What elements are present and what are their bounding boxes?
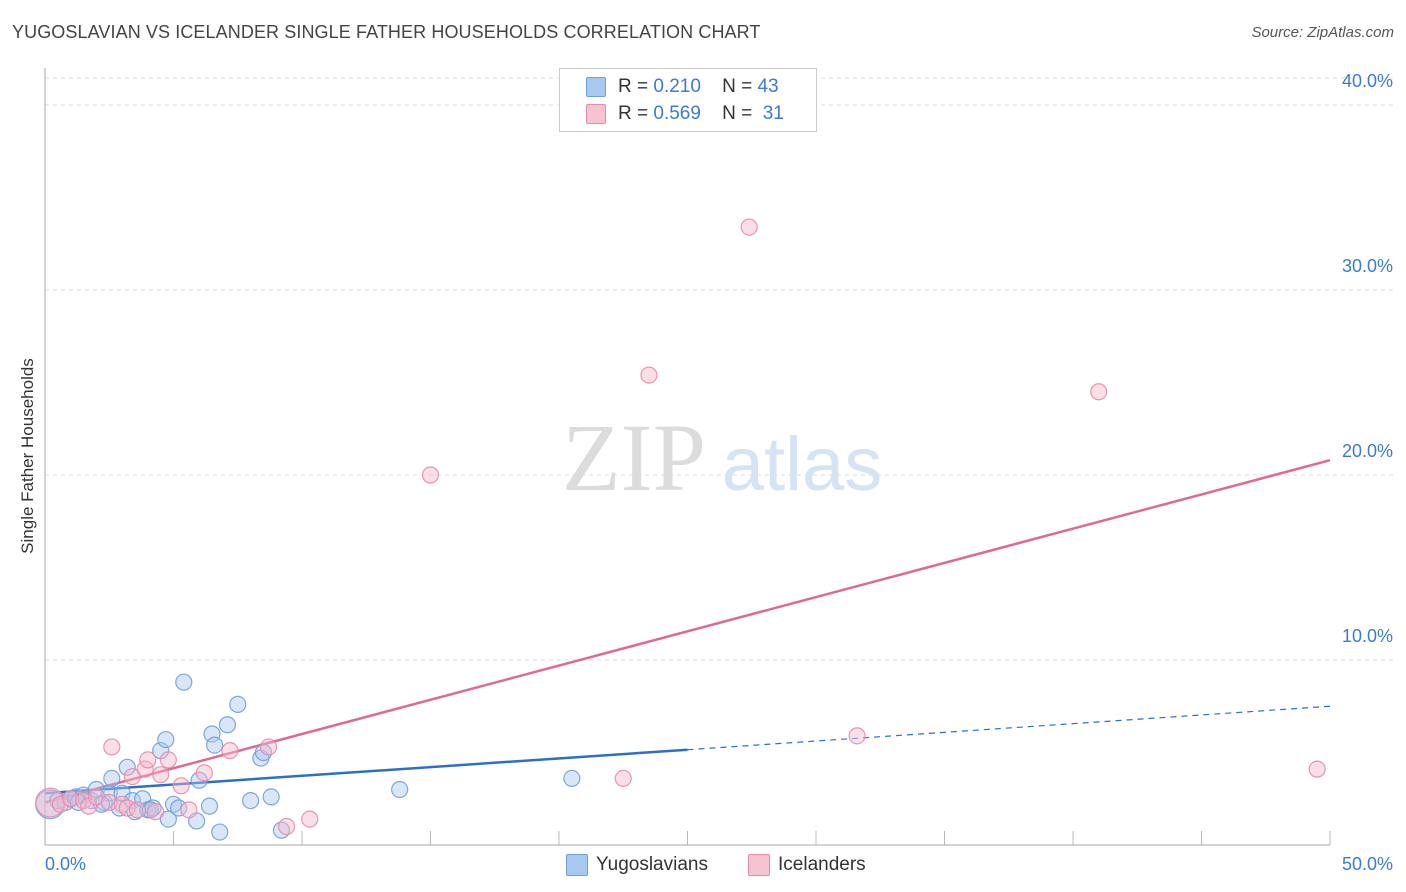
yugoslavian-point <box>391 780 409 799</box>
watermark: ZIP atlas <box>562 404 882 511</box>
icelander-point <box>35 787 66 818</box>
icelander-point <box>139 751 157 769</box>
y-tick-label: 30.0% <box>1342 256 1393 276</box>
source-label: Source: ZipAtlas.com <box>1251 24 1394 41</box>
bottom-legend-icelanders: Icelanders <box>748 853 866 877</box>
icelander-point <box>128 801 147 819</box>
grid-lines <box>45 77 1395 661</box>
icelander-point <box>614 769 632 788</box>
yugoslavian-trend-line <box>44 748 688 795</box>
icelander-point <box>848 727 866 745</box>
yugoslavian-point <box>118 758 136 776</box>
icelander-point <box>180 801 198 819</box>
stats-legend: R = 0.210 N = 43 R = 0.569 N = 31 <box>559 68 817 132</box>
icelander-point <box>195 764 213 782</box>
icelander-point <box>159 751 177 769</box>
bottom-legend-label: Yugoslavians <box>596 854 708 875</box>
icelander-point <box>740 218 758 236</box>
legend-swatch-blue <box>586 77 606 97</box>
data-points <box>35 218 1326 841</box>
icelander-point <box>301 810 319 828</box>
icelander-point <box>51 795 70 813</box>
icelander-point <box>172 777 190 795</box>
yugoslavian-point <box>262 788 280 806</box>
icelander-point <box>100 793 118 812</box>
yugoslavian-point <box>206 736 224 754</box>
yugoslavian-point <box>229 695 247 714</box>
icelander-point <box>259 738 278 756</box>
watermark-atlas: atlas <box>722 422 883 507</box>
legend-swatch-pink <box>586 104 606 124</box>
yugoslavian-point <box>200 797 219 815</box>
legend-r-value: 0.210 <box>653 76 701 97</box>
legend-r-label: R = <box>618 76 649 97</box>
icelander-point <box>1308 760 1326 778</box>
yugoslavian-point <box>175 673 193 691</box>
yugoslavian-trend-extension <box>687 705 1331 751</box>
bottom-legend-swatch-pink <box>748 854 770 876</box>
watermark-zip: ZIP <box>562 404 706 511</box>
yugoslavian-point <box>242 791 260 810</box>
icelander-point <box>146 803 165 821</box>
yugoslavian-point <box>211 823 229 841</box>
yugoslavian-point <box>103 769 121 788</box>
tick-labels: 10.0% 20.0% 30.0% 40.0% 0.0% 50.0% <box>45 71 1393 874</box>
chart-title: YUGOSLAVIAN VS ICELANDER SINGLE FATHER H… <box>12 22 761 42</box>
icelander-point <box>640 366 658 384</box>
yugoslavian-point <box>203 725 221 743</box>
y-tick-label: 20.0% <box>1342 441 1393 461</box>
y-axis-label: Single Father Households <box>18 358 37 554</box>
icelander-point <box>123 767 141 786</box>
bottom-legend-label: Icelanders <box>778 854 866 875</box>
legend-n-value: 31 <box>762 103 784 124</box>
yugoslavian-point <box>563 769 581 788</box>
legend-n-label: N = <box>722 76 753 97</box>
axes <box>44 68 1331 846</box>
icelander-point <box>152 766 170 784</box>
icelander-point <box>421 466 440 484</box>
icelander-point <box>277 817 296 836</box>
yugoslavian-point <box>157 730 175 749</box>
x-tick-label: 0.0% <box>45 854 86 874</box>
legend-n-value: 43 <box>757 76 779 97</box>
icelander-point <box>103 738 121 756</box>
icelander-point <box>221 742 239 760</box>
icelander-point <box>62 790 80 808</box>
yugoslavian-point <box>218 716 237 734</box>
bottom-legend-yugoslavians: Yugoslavians <box>566 853 708 877</box>
legend-r-value: 0.569 <box>653 103 701 124</box>
legend-n-label: N = <box>722 103 753 124</box>
x-tick-label: 50.0% <box>1342 854 1393 874</box>
icelander-point <box>87 788 106 806</box>
y-tick-label: 40.0% <box>1342 71 1393 91</box>
bottom-legend-swatch-blue <box>566 854 588 876</box>
legend-r-label: R = <box>618 103 649 124</box>
icelander-point <box>1090 383 1108 401</box>
y-tick-label: 10.0% <box>1342 626 1393 646</box>
